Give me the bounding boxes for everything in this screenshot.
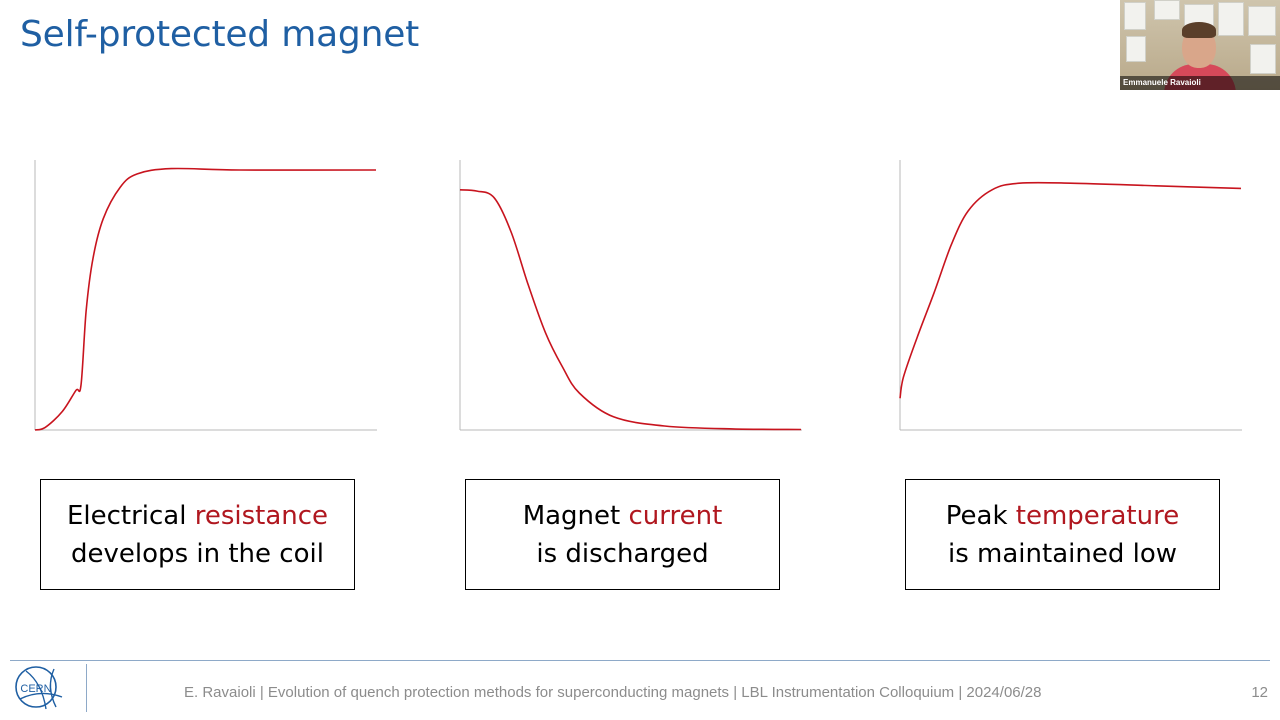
footer-text: E. Ravaioli | Evolution of quench protec… [184, 684, 1042, 701]
resistance-chart-svg [34, 160, 377, 431]
temperature-chart-svg [899, 160, 1242, 431]
caption-highlight: current [628, 500, 723, 531]
temperature-caption: Peak temperature is maintained low [905, 479, 1220, 590]
caption-line-1: Peak temperature [946, 497, 1179, 535]
wall-paper [1218, 2, 1244, 36]
caption-text: Electrical [66, 500, 195, 531]
wall-paper [1154, 0, 1180, 20]
footer-divider [10, 660, 1270, 661]
series-line-0 [34, 167, 377, 431]
series-line-0 [899, 181, 1242, 399]
temperature-chart [899, 160, 1244, 432]
participant-video[interactable]: Emmanuele Ravaioli [1120, 0, 1280, 90]
wall-paper [1248, 6, 1276, 36]
caption-highlight: temperature [1015, 500, 1180, 531]
wall-paper [1250, 44, 1276, 74]
caption-line-2: is discharged [536, 538, 709, 569]
participant-name: Emmanuele Ravaioli [1120, 76, 1280, 90]
caption-text: Magnet [522, 500, 629, 531]
caption-line-2: is maintained low [948, 538, 1177, 569]
current-caption: Magnet current is discharged [465, 479, 780, 590]
page-number: 12 [1251, 684, 1268, 701]
logo-text: CERN [20, 683, 51, 695]
caption-text: Peak [945, 500, 1016, 531]
resistance-chart [34, 160, 379, 432]
caption-highlight: resistance [194, 500, 329, 531]
slide-title: Self-protected magnet [20, 14, 420, 55]
current-chart [459, 160, 804, 432]
caption-line-2: develops in the coil [71, 538, 324, 569]
current-chart-svg [459, 160, 802, 431]
caption-line-1: Electrical resistance [67, 497, 328, 535]
series-line-0 [459, 189, 802, 431]
cern-logo: CERN [12, 663, 68, 715]
wall-paper [1126, 36, 1146, 62]
speaker-hair [1182, 22, 1216, 38]
resistance-caption: Electrical resistance develops in the co… [40, 479, 355, 590]
caption-line-1: Magnet current [523, 497, 723, 535]
logo-divider [86, 664, 87, 712]
wall-paper [1124, 2, 1146, 30]
